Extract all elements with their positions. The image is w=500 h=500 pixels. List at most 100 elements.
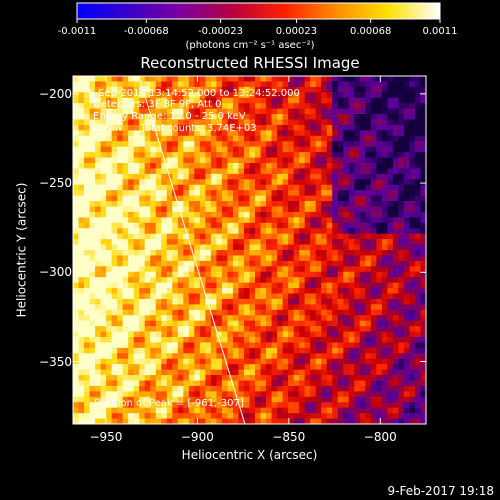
heatmap-cell (172, 211, 179, 218)
heatmap-cell (304, 385, 311, 392)
heatmap-cell (354, 119, 361, 126)
heatmap-cell (232, 353, 240, 360)
heatmap-cell (150, 157, 157, 164)
heatmap-cell (139, 141, 146, 148)
heatmap-cell (332, 97, 339, 104)
heatmap-cell (387, 195, 394, 202)
heatmap-cell (260, 239, 267, 246)
heatmap-cell (315, 380, 322, 387)
heatmap-cell (84, 114, 91, 121)
heatmap-cell (199, 413, 206, 420)
heatmap-cell (232, 108, 240, 115)
heatmap-cell (260, 244, 267, 251)
heatmap-cell (409, 146, 416, 153)
heatmap-cell (216, 380, 223, 387)
heatmap-cell (150, 206, 157, 213)
heatmap-cell (288, 255, 295, 262)
heatmap-cell (232, 260, 240, 267)
heatmap-cell (117, 163, 124, 170)
heatmap-cell (84, 358, 91, 365)
heatmap-cell (172, 342, 179, 349)
heatmap-cell (326, 173, 333, 180)
heatmap-cell (199, 418, 206, 424)
heatmap-cell (376, 288, 383, 295)
heatmap-cell (387, 331, 394, 338)
heatmap-cell (188, 260, 195, 267)
heatmap-cell (210, 239, 218, 246)
heatmap-cell (227, 157, 234, 164)
heatmap-cell (332, 293, 339, 300)
heatmap-cell (271, 173, 278, 180)
heatmap-cell (299, 304, 306, 311)
heatmap-cell (277, 97, 284, 104)
heatmap-cell (227, 119, 234, 126)
heatmap-cell (326, 402, 333, 409)
heatmap-cell (337, 228, 344, 235)
heatmap-cell (78, 195, 85, 202)
heatmap-cell (133, 184, 140, 191)
heatmap-cell (321, 364, 328, 371)
heatmap-cell (205, 326, 212, 333)
heatmap-cell (359, 266, 366, 273)
heatmap-cell (343, 385, 350, 392)
heatmap-cell (403, 173, 411, 180)
heatmap-cell (221, 418, 229, 424)
heatmap-cell (343, 130, 350, 137)
heatmap-cell (310, 266, 317, 273)
heatmap-cell (144, 418, 151, 424)
heatmap-cell (392, 315, 400, 322)
heatmap-cell (183, 195, 190, 202)
heatmap-cell (398, 76, 405, 83)
heatmap-cell (398, 108, 405, 115)
heatmap-cell (205, 244, 212, 251)
heatmap-cell (376, 342, 383, 349)
heatmap-cell (111, 380, 118, 387)
heatmap-cell (205, 298, 212, 305)
heatmap-cell (392, 418, 400, 424)
heatmap-cell (277, 135, 284, 142)
heatmap-cell (199, 337, 206, 344)
heatmap-cell (194, 168, 201, 175)
heatmap-cell (216, 282, 223, 289)
heatmap-cell (73, 326, 80, 333)
heatmap-cell (205, 353, 212, 360)
heatmap-cell (199, 190, 206, 197)
heatmap-cell (381, 331, 388, 338)
heatmap-cell (420, 293, 426, 300)
heatmap-cell (337, 114, 344, 121)
heatmap-cell (288, 201, 295, 208)
heatmap-cell (95, 250, 102, 257)
heatmap-cell (122, 163, 129, 170)
heatmap-cell (89, 108, 96, 115)
heatmap-cell (133, 239, 140, 246)
heatmap-cell (205, 233, 212, 240)
heatmap-cell (199, 347, 206, 354)
heatmap-cell (354, 282, 361, 289)
heatmap-cell (205, 375, 212, 382)
heatmap-cell (343, 309, 350, 316)
heatmap-cell (249, 320, 256, 327)
heatmap-cell (409, 124, 416, 131)
heatmap-cell (299, 358, 306, 365)
heatmap-cell (398, 228, 405, 235)
heatmap-cell (266, 86, 273, 93)
heatmap-cell (227, 222, 234, 229)
heatmap-cell (249, 141, 256, 148)
heatmap-cell (84, 130, 91, 137)
heatmap-cell (370, 97, 377, 104)
heatmap-cell (398, 152, 405, 159)
heatmap-cell (326, 413, 333, 420)
heatmap-cell (73, 152, 80, 159)
heatmap-cell (95, 385, 102, 392)
heatmap-cell (122, 304, 129, 311)
heatmap-cell (210, 76, 218, 83)
heatmap-cell (304, 184, 311, 191)
heatmap-cell (117, 76, 124, 83)
heatmap-cell (188, 211, 195, 218)
heatmap-cell (210, 135, 218, 142)
heatmap-cell (293, 255, 300, 262)
heatmap-cell (177, 369, 184, 376)
heatmap-cell (232, 76, 240, 83)
heatmap-cell (420, 124, 426, 131)
heatmap-cell (293, 331, 300, 338)
